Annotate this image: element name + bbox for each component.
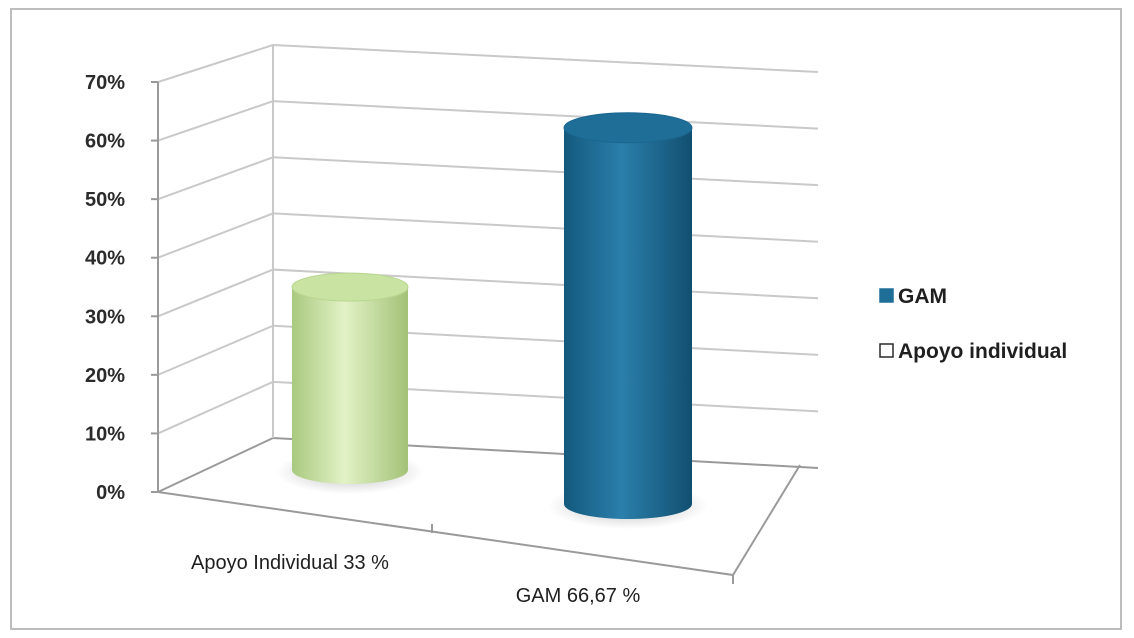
gridline bbox=[157, 100, 819, 142]
gridline bbox=[157, 268, 819, 318]
grid-layer bbox=[157, 43, 819, 493]
y-tick-label: 0% bbox=[96, 482, 125, 504]
gridline bbox=[157, 436, 819, 493]
bar bbox=[548, 112, 708, 529]
bar-top bbox=[291, 272, 409, 302]
bar-body bbox=[564, 127, 692, 519]
y-tick-label: 30% bbox=[85, 306, 125, 328]
y-tick-label: 60% bbox=[85, 131, 125, 153]
gridline bbox=[157, 156, 819, 201]
y-axis-tick-labels: 0% 10% 20% 30% 40% 50% 60% 70% bbox=[85, 72, 125, 504]
y-tick-label: 40% bbox=[85, 248, 125, 270]
legend-swatch bbox=[879, 343, 894, 358]
legend-label: GAM bbox=[898, 285, 947, 308]
category-labels: Apoyo Individual 33 % GAM 66,67 % bbox=[191, 552, 640, 607]
category-label: Apoyo Individual 33 % bbox=[191, 552, 389, 574]
axis-layer bbox=[151, 45, 801, 584]
y-tick-label: 10% bbox=[85, 423, 125, 445]
category-label: GAM 66,67 % bbox=[516, 585, 641, 607]
bar-top bbox=[563, 112, 693, 144]
bar-layer bbox=[276, 112, 708, 529]
legend-label: Apoyo individual bbox=[898, 340, 1067, 363]
y-tick-label: 50% bbox=[85, 189, 125, 211]
bar-body bbox=[292, 287, 408, 484]
gridline bbox=[157, 380, 819, 435]
bar bbox=[276, 272, 424, 494]
gridline bbox=[157, 324, 819, 376]
gridline bbox=[157, 212, 819, 259]
y-tick-label: 20% bbox=[85, 365, 125, 387]
gridline bbox=[157, 43, 819, 83]
y-tick-label: 70% bbox=[85, 72, 125, 94]
legend: GAM Apoyo individual bbox=[879, 285, 1067, 363]
legend-swatch bbox=[879, 288, 894, 303]
